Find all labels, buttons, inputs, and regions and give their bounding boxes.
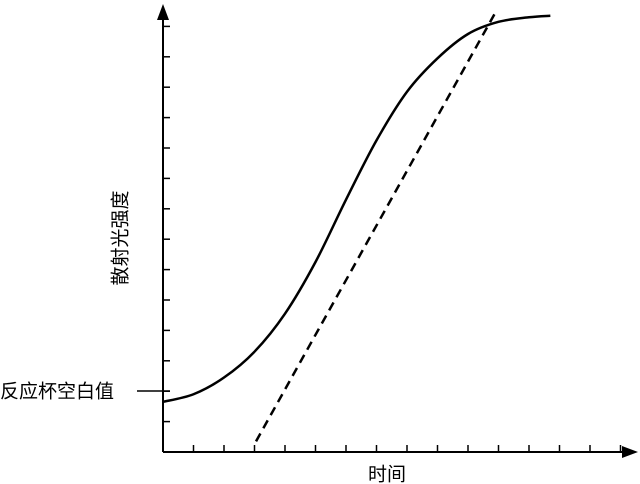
y-axis-arrow-icon bbox=[157, 4, 169, 20]
x-axis-label: 时间 bbox=[368, 464, 406, 484]
sigmoid-reaction-curve bbox=[162, 14, 551, 404]
blank-value-annotation: 反应杯空白值 bbox=[0, 381, 114, 403]
tick-marks bbox=[163, 25, 622, 452]
dashed-tangent-line bbox=[254, 9, 499, 442]
y-axis-label: 散射光强度 bbox=[110, 190, 132, 285]
x-axis-arrow-icon bbox=[622, 446, 638, 458]
